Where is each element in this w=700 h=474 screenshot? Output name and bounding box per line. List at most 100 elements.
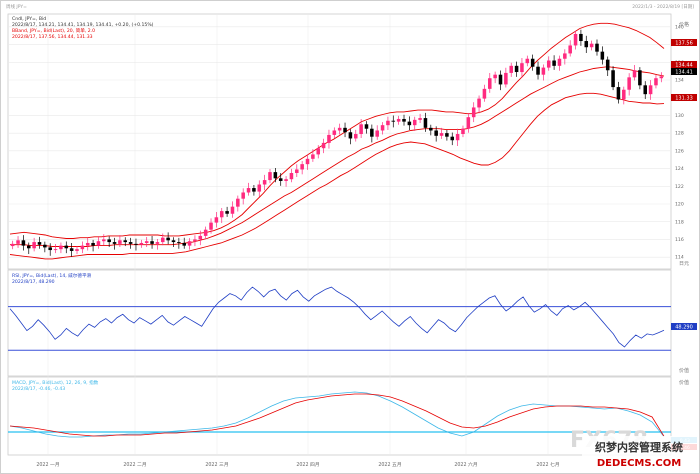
- watermark-url: DEDECMS.COM: [597, 458, 681, 469]
- macd-axis-title: 价值: [679, 379, 689, 386]
- candle-body: [252, 188, 256, 192]
- candle-body: [187, 241, 192, 246]
- svg-text:137.56: 137.56: [675, 41, 693, 47]
- candle-body: [85, 242, 90, 246]
- signal-series: [9, 393, 665, 437]
- legend-rsi-title: RSI, JPY=, Bid(Last), 14, 威尔德平滑: [12, 272, 92, 279]
- candle-body: [219, 211, 224, 218]
- candle-body: [509, 65, 513, 73]
- candle-body: [654, 78, 658, 86]
- candle-body: [75, 249, 79, 251]
- candle-body: [182, 242, 186, 246]
- candle-body: [616, 87, 621, 100]
- candle-body: [477, 98, 481, 108]
- legend-bband-title: BBand, JPY=, Bid(Last), 20, 简单, 2.0: [12, 27, 95, 34]
- candle-body: [589, 43, 594, 48]
- time-tick-label: 2022 三月: [205, 462, 228, 468]
- candle-body: [268, 172, 272, 181]
- price-tag-bb-upper: 137.56: [671, 39, 697, 47]
- watermark-box: [582, 436, 697, 471]
- candle-body: [359, 124, 363, 135]
- candle-body: [429, 127, 433, 131]
- rsi-panel: [7, 269, 672, 377]
- price-axis-ticks: 1141161181201221241261281301321341361381…: [675, 24, 684, 260]
- rsi-tag-last: 48.290: [671, 323, 697, 331]
- candle-body: [21, 240, 26, 246]
- candle-body: [482, 88, 487, 99]
- candle-body: [418, 118, 422, 120]
- time-tick-label: 2022 二月: [123, 462, 146, 468]
- candle-body: [96, 241, 101, 246]
- candle-body: [375, 130, 379, 137]
- macd-series: [9, 391, 665, 438]
- watermark-cn: 织梦内容管理系统: [595, 440, 683, 454]
- candle-body: [525, 58, 530, 64]
- candle-body: [43, 244, 47, 248]
- candle-body: [434, 130, 438, 136]
- price-tick-label: 122: [675, 184, 684, 190]
- price-tick-label: 114: [675, 255, 684, 261]
- candle-body: [439, 133, 444, 136]
- candle-body: [530, 58, 535, 67]
- bband-mid: [10, 66, 665, 247]
- time-axis-ticks: 2022 一月 2022 二月 2022 三月 2022 四月 2022 五月 2022 …: [36, 461, 559, 468]
- candle-body: [59, 245, 63, 250]
- candle-body: [520, 63, 524, 73]
- candle-body: [300, 164, 304, 170]
- candle-body: [466, 117, 471, 129]
- price-tag-bb-mid: 134.44: [671, 61, 697, 69]
- candle-body: [193, 239, 197, 242]
- candle-body: [230, 206, 235, 214]
- candle-body: [171, 240, 176, 243]
- price-tag-bb-lower: 131.33: [671, 94, 697, 102]
- price-tick-label: 116: [675, 237, 684, 243]
- candle-body: [91, 242, 95, 246]
- candle-body: [80, 245, 85, 250]
- candle-body: [343, 127, 347, 133]
- price-tick-label: 124: [675, 166, 684, 172]
- price-tick-label: 118: [675, 219, 684, 225]
- time-tick-label: 2022 四月: [296, 462, 319, 468]
- candle-body: [214, 217, 219, 223]
- candle-body: [638, 70, 642, 86]
- candle-body: [546, 60, 551, 68]
- candle-body: [166, 237, 170, 241]
- candle-body: [391, 120, 396, 122]
- candle-body: [64, 245, 69, 249]
- bband-upper: [9, 22, 665, 239]
- candle-body: [622, 89, 626, 100]
- candle-body: [321, 142, 326, 149]
- candle-body: [493, 74, 497, 79]
- price-tick-label: 128: [675, 131, 684, 137]
- rsi-line: [8, 286, 671, 351]
- legend-rsi-values: 2022/8/17, 48.290: [12, 279, 55, 285]
- candle-body: [316, 148, 321, 155]
- time-tick-label: 2022 六月: [454, 461, 477, 468]
- legend-macd-title: MACD, JPY=, Bid(Last), 12, 26, 9, 指数: [12, 379, 99, 386]
- legend-main-title: Cndl, JPY=, Bid: [12, 16, 46, 22]
- candle-body: [16, 240, 20, 244]
- candle-body: [380, 125, 385, 131]
- bband-lower: [9, 92, 665, 260]
- price-panel: [7, 13, 672, 270]
- candle-body: [241, 192, 245, 199]
- candle-body: [423, 118, 428, 128]
- candle-body: [370, 128, 374, 137]
- price-tick-label: 134: [675, 78, 684, 84]
- rsi-axis-title: 价值: [679, 367, 689, 374]
- candle-body: [563, 53, 567, 59]
- price-tick-label: 120: [675, 202, 684, 208]
- candle-body: [236, 198, 240, 207]
- candle-body: [305, 158, 310, 165]
- candle-body: [10, 243, 15, 247]
- candle-body: [161, 237, 165, 243]
- candle-body: [386, 120, 390, 126]
- candle-body: [203, 229, 208, 236]
- candle-body: [536, 66, 540, 75]
- candle-body: [627, 77, 631, 90]
- candle-body: [155, 242, 160, 244]
- candle-body: [514, 65, 519, 73]
- svg-text:134.41: 134.41: [675, 70, 693, 76]
- candle-body: [289, 173, 294, 180]
